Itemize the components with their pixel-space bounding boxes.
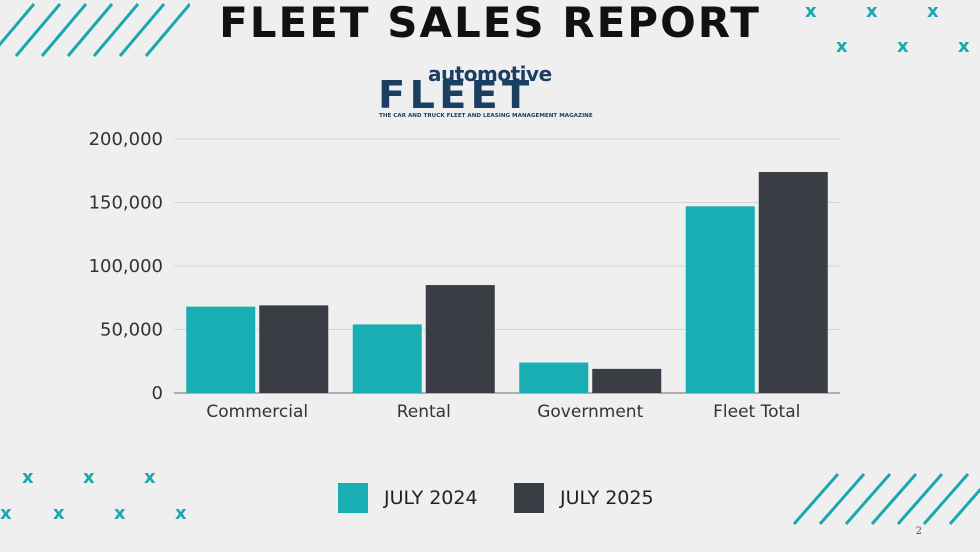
x-mark-icon: x [958,36,970,57]
y-tick-label: 0 [152,383,163,404]
x-mark-icon: x [866,1,878,22]
legend-item-2025: JULY 2025 [514,482,654,514]
page-number: 2 [915,526,922,537]
legend-swatch-2025 [514,483,544,513]
x-category-label: Commercial [206,402,308,422]
y-tick-label: 100,000 [89,256,163,277]
logo-main-word: FLEET [378,73,534,117]
bar-government-2024 [519,362,589,393]
bar-commercial-2025 [259,305,329,393]
x-mark-icon: x [175,503,187,524]
x-mark-icon: x [836,36,848,57]
legend-label-2025: JULY 2025 [560,487,654,509]
y-tick-label: 150,000 [89,193,163,214]
x-mark-icon: x [0,503,12,524]
automotive-fleet-logo: automotive FLEET THE CAR AND TRUCK FLEET… [378,62,604,122]
diagonal-stripes-icon [792,473,980,525]
bar-commercial-2024 [186,306,256,393]
y-tick-label: 50,000 [100,320,163,341]
x-mark-icon: x [144,467,156,488]
x-category-label: Fleet Total [713,402,800,422]
x-mark-icon: x [114,503,126,524]
legend-label-2024: JULY 2024 [384,487,478,509]
legend-item-2024: JULY 2024 [338,482,478,514]
x-mark-icon: x [805,1,817,22]
bar-rental-2025 [425,285,495,393]
logo-tagline: THE CAR AND TRUCK FLEET AND LEASING MANA… [379,113,593,119]
legend-swatch-2024 [338,483,368,513]
x-mark-icon: x [53,503,65,524]
bar-government-2025 [592,368,662,393]
logo-top-word: automotive [428,62,552,86]
x-mark-icon: x [83,467,95,488]
x-mark-icon: x [22,467,34,488]
bar-rental-2024 [352,324,422,393]
x-mark-icon: x [927,1,939,22]
page-title: FLEET SALES REPORT [219,0,761,47]
x-category-label: Rental [397,402,451,422]
x-mark-icon: x [897,36,909,57]
y-tick-label: 200,000 [89,129,163,150]
bar-fleet-total-2024 [685,206,755,393]
bar-fleet-total-2025 [758,172,828,393]
diagonal-stripes-icon [0,3,190,57]
x-category-label: Government [537,402,643,422]
